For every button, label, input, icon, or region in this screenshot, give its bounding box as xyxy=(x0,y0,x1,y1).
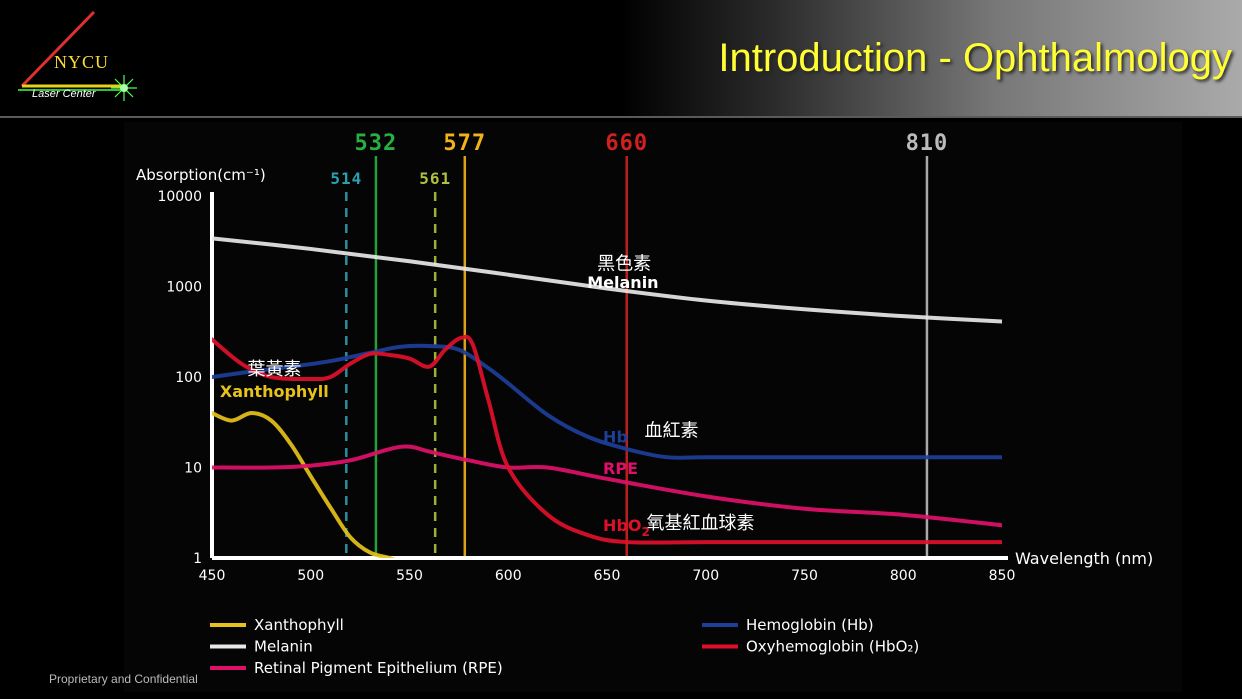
slide-title: Introduction - Ophthalmology xyxy=(718,36,1232,80)
series-line-1 xyxy=(212,236,1002,324)
annotation-8: 氧基紅血球素 xyxy=(647,513,755,534)
x-tick-label: 450 xyxy=(199,568,226,584)
laser-label-660: 660 xyxy=(605,131,648,156)
legend-label-0: Xanthophyll xyxy=(254,616,344,634)
series-line-2 xyxy=(212,444,1002,528)
slide-header: NYCU Laser Center Introduction - Ophthal… xyxy=(0,0,1242,116)
annotation-2: 葉黃素 xyxy=(248,359,302,380)
series-line-0 xyxy=(212,411,396,558)
annotation-7: HbO2 xyxy=(603,516,650,539)
legend-label-1: Melanin xyxy=(254,638,313,656)
x-tick-label: 700 xyxy=(692,568,719,584)
annotation-0: 黑色素 xyxy=(597,253,651,274)
chart-panel: 532 577 660 810 514 561 Absorption(cm⁻¹) Wavele… xyxy=(124,122,1182,692)
x-tick-label: 550 xyxy=(396,568,423,584)
legend-label-2: Retinal Pigment Epithelium (RPE) xyxy=(254,659,503,677)
laser-logo-icon xyxy=(18,10,137,101)
x-axis-label: Wavelength (nm) xyxy=(1015,549,1153,568)
laser-label-577: 577 xyxy=(443,131,486,156)
footer-text: Proprietary and Confidential xyxy=(49,672,198,686)
x-tick-label: 750 xyxy=(791,568,818,584)
legend-label-3: Hemoglobin (Hb) xyxy=(746,616,874,634)
nycu-logo xyxy=(14,8,144,108)
series-line-4 xyxy=(212,334,1002,545)
laser-label-514: 514 xyxy=(330,169,362,188)
laser-label-532: 532 xyxy=(355,131,398,156)
series-line-3 xyxy=(212,343,1002,460)
annotation-subscript: 2 xyxy=(642,525,650,539)
logo-subtitle: Laser Center xyxy=(32,88,96,100)
y-tick-label: 1000 xyxy=(166,280,202,296)
y-tick-label: 1 xyxy=(193,551,202,567)
y-tick-label: 100 xyxy=(175,370,202,386)
annotation-4: Hb xyxy=(603,427,628,446)
x-tick-label: 850 xyxy=(989,568,1016,584)
x-tick-label: 650 xyxy=(594,568,621,584)
y-tick-label: 10000 xyxy=(157,189,202,205)
x-tick-label: 500 xyxy=(297,568,324,584)
header-divider xyxy=(0,116,1242,118)
annotation-5: 血紅素 xyxy=(645,421,699,442)
logo-name: NYCU xyxy=(54,52,110,72)
y-tick-label: 10 xyxy=(184,461,202,477)
laser-label-810: 810 xyxy=(906,131,949,156)
y-axis-label: Absorption(cm⁻¹) xyxy=(136,166,266,184)
legend-label-4: Oxyhemoglobin (HbO₂) xyxy=(746,638,919,656)
annotation-1: Melanin xyxy=(587,273,658,292)
x-tick-label: 600 xyxy=(495,568,522,584)
absorption-chart: 532 577 660 810 514 561 Absorption(cm⁻¹) Wavele… xyxy=(136,131,1153,677)
annotation-6: RPE xyxy=(603,459,638,478)
laser-label-561: 561 xyxy=(419,169,451,188)
annotation-3: Xanthophyll xyxy=(220,382,329,401)
x-tick-label: 800 xyxy=(890,568,917,584)
